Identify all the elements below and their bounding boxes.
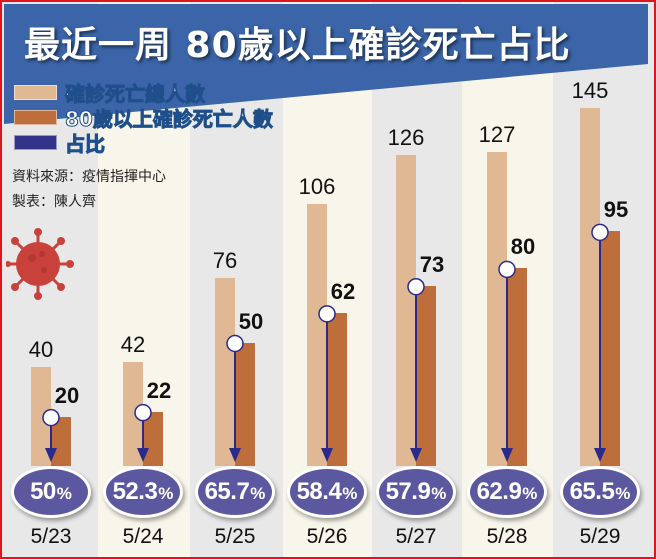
chart-title: 最近一周 80歲以上確診死亡占比 xyxy=(24,25,571,66)
arrow-head-icon xyxy=(410,448,422,462)
ratio-value: 65.5 xyxy=(569,478,615,505)
value-label-total: 127 xyxy=(478,122,516,148)
legend-label-total: 確診死亡總人數 xyxy=(65,82,206,107)
ratio-unit: % xyxy=(431,484,447,503)
ratio-unit: % xyxy=(342,484,358,503)
value-label-over80: 50 xyxy=(238,308,264,334)
x-axis-date-label: 5/29 xyxy=(579,525,621,548)
arrow-head-icon xyxy=(45,448,57,462)
legend-swatch-total xyxy=(14,85,57,100)
ratio-marker-icon xyxy=(498,260,516,279)
bar-over80 xyxy=(416,285,436,466)
ratio-marker-icon xyxy=(591,223,609,242)
bar-over80 xyxy=(600,231,620,466)
value-label-total: 126 xyxy=(387,124,425,150)
ratio-badge: 50% xyxy=(11,466,91,518)
bar-over80 xyxy=(143,411,163,466)
bar-total xyxy=(215,278,235,466)
ratio-marker-icon xyxy=(226,334,244,353)
ratio-unit: % xyxy=(56,484,72,503)
value-label-over80: 80 xyxy=(510,234,536,260)
bar-total xyxy=(31,367,51,466)
bar-total xyxy=(307,204,327,466)
ratio-marker-icon xyxy=(134,403,152,422)
ratio-unit: % xyxy=(615,484,631,503)
bar-over80 xyxy=(327,312,347,466)
arrow-head-icon xyxy=(229,448,241,462)
ratio-badge: 58.4% xyxy=(287,466,367,518)
legend-label-over80: 80歲以上確診死亡人數 xyxy=(65,107,274,132)
ratio-marker-icon xyxy=(42,408,60,427)
value-label-over80: 95 xyxy=(603,197,629,223)
arrow-head-icon xyxy=(501,448,513,462)
arrow-head-icon xyxy=(594,448,606,462)
ratio-unit: % xyxy=(158,484,174,503)
ratio-value: 50 xyxy=(30,478,56,505)
ratio-unit: % xyxy=(522,484,538,503)
ratio-value: 65.7 xyxy=(204,478,250,505)
value-label-total: 145 xyxy=(571,77,609,103)
value-label-total: 42 xyxy=(120,332,146,358)
arrow-head-icon xyxy=(321,448,333,462)
x-axis-date-label: 5/23 xyxy=(30,525,72,548)
x-axis-date-label: 5/28 xyxy=(486,525,528,548)
title-banner xyxy=(4,4,648,124)
legend-swatch-ratio xyxy=(14,135,57,150)
bar-over80 xyxy=(235,342,255,466)
ratio-badge: 52.3% xyxy=(103,466,183,518)
legend-item-ratio: 占比 xyxy=(14,130,273,157)
legend-item-total: 確診死亡總人數 xyxy=(14,80,273,107)
value-label-total: 76 xyxy=(212,248,238,274)
legend-label-ratio: 占比 xyxy=(65,132,106,157)
ratio-marker-icon xyxy=(407,277,425,296)
ratio-value: 57.9 xyxy=(385,478,431,505)
ratio-unit: % xyxy=(250,484,266,503)
x-axis-date-label: 5/26 xyxy=(306,525,348,548)
bar-total xyxy=(123,362,143,466)
bar-total xyxy=(580,107,600,466)
data-source: 資料來源：疫情指揮中心 xyxy=(12,169,166,185)
bar-total xyxy=(396,154,416,466)
virus-icon xyxy=(6,228,74,300)
x-axis-date-label: 5/24 xyxy=(122,525,164,548)
ratio-value: 58.4 xyxy=(296,478,342,505)
value-label-over80: 73 xyxy=(419,251,445,277)
ratio-marker-icon xyxy=(318,305,336,323)
ratio-value: 52.3 xyxy=(112,478,158,505)
bar-over80 xyxy=(507,268,527,466)
x-axis-date-label: 5/27 xyxy=(395,525,437,548)
value-label-over80: 20 xyxy=(54,382,80,408)
ratio-badge: 65.5% xyxy=(560,466,640,518)
legend: 確診死亡總人數 80歲以上確診死亡人數 占比 xyxy=(14,80,274,157)
arrow-head-icon xyxy=(137,448,149,462)
legend-item-over80: 80歲以上確診死亡人數 xyxy=(14,105,274,132)
chart-author: 製表：陳人齊 xyxy=(12,194,96,210)
bar-over80 xyxy=(51,416,71,466)
value-label-total: 106 xyxy=(298,174,336,200)
ratio-badge: 65.7% xyxy=(195,466,275,518)
ratio-badge: 62.9% xyxy=(467,466,547,518)
bar-total xyxy=(487,152,507,466)
legend-swatch-over80 xyxy=(14,110,57,125)
ratio-badge: 57.9% xyxy=(376,466,456,518)
x-axis-date-label: 5/25 xyxy=(214,525,256,548)
value-label-over80: 22 xyxy=(146,377,172,403)
value-label-over80: 62 xyxy=(330,278,356,304)
value-label-total: 40 xyxy=(28,337,54,363)
ratio-value: 62.9 xyxy=(476,478,522,505)
